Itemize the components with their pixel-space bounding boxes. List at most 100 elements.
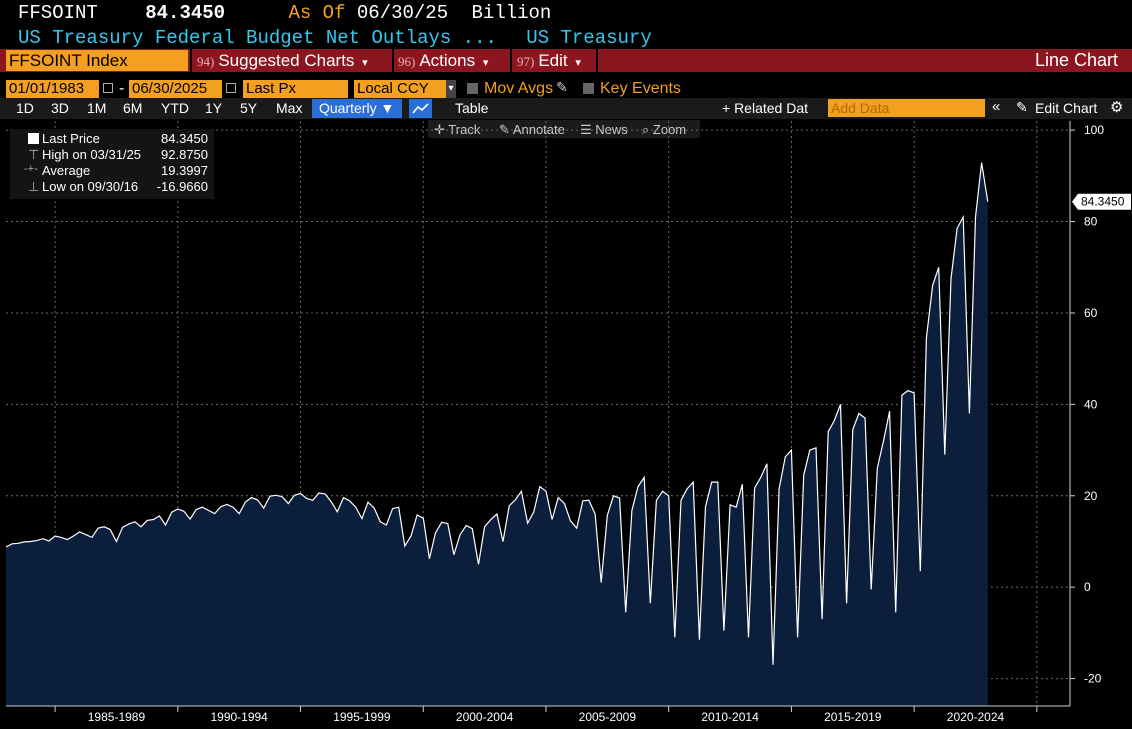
last-price-value: 84.3450 [145,2,226,24]
y-tick-label: -20 [1084,672,1102,686]
annotate-tool[interactable]: ✎ Annotate [499,122,565,138]
as-of-label: As Of [288,2,346,24]
period-button-3d[interactable]: 3D [51,100,69,116]
area-fill [6,162,988,706]
pencil-icon: ✎ [499,122,510,137]
separator [392,49,394,72]
as-of-date: 06/30/25 [356,2,449,24]
calendar-icon[interactable] [103,83,113,93]
annotate-label: Annotate [512,122,565,137]
period-button-1d[interactable]: 1D [16,100,34,116]
legend-high-value: 92.8750 [161,147,208,162]
axes: -20 0 20 40 60 80 100 1985-1989 1990-1994 1995-19… [6,121,1131,724]
caret-down-icon: ▾ [575,57,581,69]
period-button-6m[interactable]: 6M [123,100,143,116]
field-selector[interactable]: Last Px [243,80,348,98]
menu-label: Suggested Charts [218,51,355,70]
x-tick-label: 2020-2024 [947,710,1005,724]
legend-row-last: Last Price 84.3450 [10,131,214,147]
legend-average-label: Average [42,163,91,178]
unit-label: Billion [471,2,552,24]
legend-row-low: ⊥ Low on 09/30/16 -16.9660 [10,179,214,195]
add-data-input[interactable]: Add Data [828,99,985,117]
last-value-label: 84.3450 [1081,195,1125,209]
table-button[interactable]: Table [455,100,489,116]
edit-menu[interactable]: 97) Edit ▾ [517,49,581,72]
caret-down-icon[interactable]: ▾ [446,80,456,98]
x-tick-label: 1990-1994 [210,710,268,724]
title-row: FFSOINT 84.3450 As Of 06/30/25 Billion [18,2,551,24]
related-data-button[interactable]: + Related Dat [722,100,808,116]
legend-last-label: Last Price [42,131,100,146]
x-tick-label: 2005-2009 [579,710,637,724]
period-button-max[interactable]: Max [276,100,303,116]
y-tick-label: 0 [1084,580,1091,594]
calendar-icon[interactable] [226,83,236,93]
security-field[interactable]: FFSOINT Index [6,50,188,71]
edit-chart-button[interactable]: Edit Chart [1035,100,1098,116]
x-tick-label: 1995-1999 [333,710,391,724]
magnifier-icon: ⌕ [642,122,650,137]
news-label: News [595,122,628,137]
command-toolbar: FFSOINT Index 94) Suggested Charts ▾ 96) A… [0,49,1132,72]
news-tool[interactable]: ☰ News [580,122,628,138]
period-button-5y[interactable]: 5Y [240,100,258,116]
start-date-field[interactable]: 01/01/1983 [6,80,99,98]
menu-number: 96) [398,54,416,69]
key-events-checkbox[interactable] [583,83,594,94]
legend-low-value: -16.9660 [156,179,208,194]
x-tick-label: 2015-2019 [824,710,882,724]
key-events-label: Key Events [600,80,681,97]
zoom-label: Zoom [652,122,687,137]
chart-type-label[interactable]: Line Chart [1034,50,1118,70]
legend-low-label: Low on 09/30/16 [42,179,139,194]
period-button-1m[interactable]: 1M [87,100,107,116]
ticker-label: FFSOINT [18,2,98,24]
chart-tools: ✛ Track ✎ Annotate ☰ News ⌕ Zoom [428,120,700,138]
actions-menu[interactable]: 96) Actions ▾ [398,49,488,72]
end-date-field[interactable]: 06/30/2025 [129,80,222,98]
description-row: US Treasury Federal Budget Net Outlays .… [18,27,652,49]
frequency-selector[interactable]: Quarterly ▼ [312,99,402,118]
gear-icon[interactable]: ⚙ [1110,99,1124,116]
average-marker-icon: -+- [24,163,38,175]
series-swatch [28,133,39,144]
zoom-tool[interactable]: ⌕ Zoom [642,122,686,138]
legend-row-average: -+- Average 19.3997 [10,163,214,179]
y-tick-label: 100 [1084,123,1104,137]
line-chart-icon[interactable] [409,99,432,118]
pencil-icon[interactable]: ✎ [556,79,568,95]
crosshair-icon: ✛ [434,122,445,137]
track-tool[interactable]: ✛ Track [434,122,480,138]
y-tick-label: 20 [1084,489,1098,503]
pencil-icon[interactable]: ✎ [1016,99,1028,115]
menu-label: Edit [538,51,568,70]
y-tick-label: 40 [1084,397,1098,411]
news-icon: ☰ [580,122,592,137]
collapse-icon[interactable]: « [992,98,1001,115]
legend-last-value: 84.3450 [161,131,208,146]
x-tick-label: 2000-2004 [456,710,514,724]
low-marker-icon: ⊥ [28,179,40,194]
high-marker-icon: ⊤ [28,147,40,162]
separator [596,49,598,72]
series-line [5,162,989,665]
period-button-1y[interactable]: 1Y [205,100,223,116]
separator [510,49,512,72]
y-tick-label: 80 [1084,215,1098,229]
source-label: US Treasury [526,27,652,49]
mov-avgs-checkbox[interactable] [467,83,478,94]
track-label: Track [448,122,481,137]
range-controls: 01/01/1983 - 06/30/2025 Last Px Local CC… [0,79,1132,99]
suggested-charts-menu[interactable]: 94) Suggested Charts ▾ [197,49,368,72]
legend-panel: Last Price 84.3450 ⊤ High on 03/31/25 92… [10,129,214,199]
caret-down-icon: ▾ [482,57,489,69]
caret-down-icon: ▾ [362,57,368,69]
period-toolbar: 1D 3D 1M 6M YTD 1Y 5Y Max Quarterly ▼ Ta… [0,98,1132,119]
currency-selector[interactable]: Local CCY [354,80,446,98]
period-button-ytd[interactable]: YTD [161,100,189,116]
y-tick-label: 60 [1084,306,1098,320]
legend-average-value: 19.3997 [161,163,208,178]
legend-high-label: High on 03/31/25 [42,147,142,162]
